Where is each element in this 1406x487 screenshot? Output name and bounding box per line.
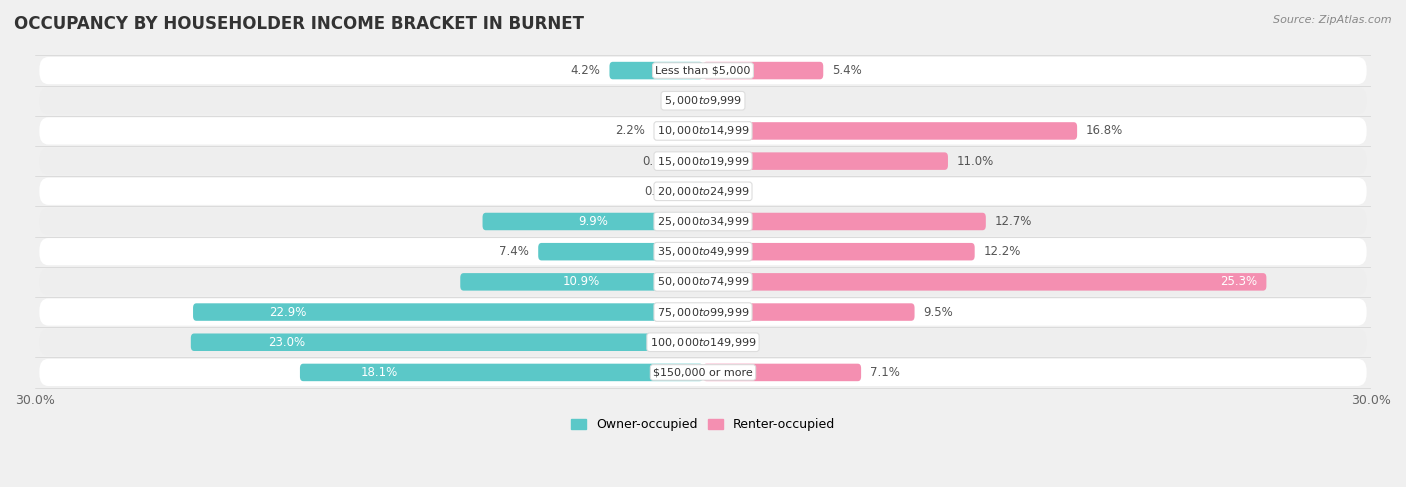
Text: $5,000 to $9,999: $5,000 to $9,999 [664,94,742,107]
FancyBboxPatch shape [688,152,703,170]
FancyBboxPatch shape [39,329,1367,356]
Text: 9.9%: 9.9% [578,215,607,228]
Text: 0.68%: 0.68% [641,155,679,168]
Text: $25,000 to $34,999: $25,000 to $34,999 [657,215,749,228]
Text: 12.7%: 12.7% [994,215,1032,228]
FancyBboxPatch shape [703,243,974,261]
FancyBboxPatch shape [690,183,703,200]
FancyBboxPatch shape [703,122,1077,140]
Text: 0.57%: 0.57% [644,185,682,198]
FancyBboxPatch shape [39,208,1367,235]
Text: Less than $5,000: Less than $5,000 [655,66,751,75]
Text: 5.4%: 5.4% [832,64,862,77]
Text: $50,000 to $74,999: $50,000 to $74,999 [657,275,749,288]
FancyBboxPatch shape [703,152,948,170]
Text: $10,000 to $14,999: $10,000 to $14,999 [657,125,749,137]
Text: 0.0%: 0.0% [711,185,741,198]
FancyBboxPatch shape [193,303,703,321]
FancyBboxPatch shape [703,273,1267,291]
Text: 0.0%: 0.0% [711,94,741,107]
Text: $15,000 to $19,999: $15,000 to $19,999 [657,155,749,168]
FancyBboxPatch shape [39,359,1367,386]
FancyBboxPatch shape [654,122,703,140]
FancyBboxPatch shape [703,213,986,230]
FancyBboxPatch shape [39,148,1367,175]
FancyBboxPatch shape [703,62,824,79]
Text: 4.2%: 4.2% [571,64,600,77]
Text: $20,000 to $24,999: $20,000 to $24,999 [657,185,749,198]
Text: 0.0%: 0.0% [665,94,695,107]
FancyBboxPatch shape [703,364,860,381]
Text: 2.2%: 2.2% [616,125,645,137]
FancyBboxPatch shape [609,62,703,79]
Legend: Owner-occupied, Renter-occupied: Owner-occupied, Renter-occupied [567,413,839,436]
Text: 7.4%: 7.4% [499,245,529,258]
FancyBboxPatch shape [39,87,1367,114]
Text: $75,000 to $99,999: $75,000 to $99,999 [657,305,749,318]
FancyBboxPatch shape [299,364,703,381]
Text: 7.1%: 7.1% [870,366,900,379]
FancyBboxPatch shape [191,334,703,351]
Text: 11.0%: 11.0% [957,155,994,168]
FancyBboxPatch shape [39,57,1367,84]
Text: 12.2%: 12.2% [984,245,1021,258]
FancyBboxPatch shape [39,268,1367,296]
Text: Source: ZipAtlas.com: Source: ZipAtlas.com [1274,15,1392,25]
Text: 23.0%: 23.0% [267,336,305,349]
Text: 22.9%: 22.9% [270,305,307,318]
FancyBboxPatch shape [482,213,703,230]
FancyBboxPatch shape [39,117,1367,145]
Text: $150,000 or more: $150,000 or more [654,367,752,377]
Text: $100,000 to $149,999: $100,000 to $149,999 [650,336,756,349]
Text: 18.1%: 18.1% [360,366,398,379]
Text: OCCUPANCY BY HOUSEHOLDER INCOME BRACKET IN BURNET: OCCUPANCY BY HOUSEHOLDER INCOME BRACKET … [14,15,583,33]
Text: 9.5%: 9.5% [924,305,953,318]
FancyBboxPatch shape [703,303,914,321]
Text: 0.0%: 0.0% [711,336,741,349]
FancyBboxPatch shape [39,178,1367,205]
FancyBboxPatch shape [538,243,703,261]
Text: 16.8%: 16.8% [1085,125,1123,137]
Text: 10.9%: 10.9% [562,275,600,288]
FancyBboxPatch shape [460,273,703,291]
Text: 25.3%: 25.3% [1220,275,1257,288]
FancyBboxPatch shape [39,299,1367,326]
FancyBboxPatch shape [39,238,1367,265]
Text: $35,000 to $49,999: $35,000 to $49,999 [657,245,749,258]
